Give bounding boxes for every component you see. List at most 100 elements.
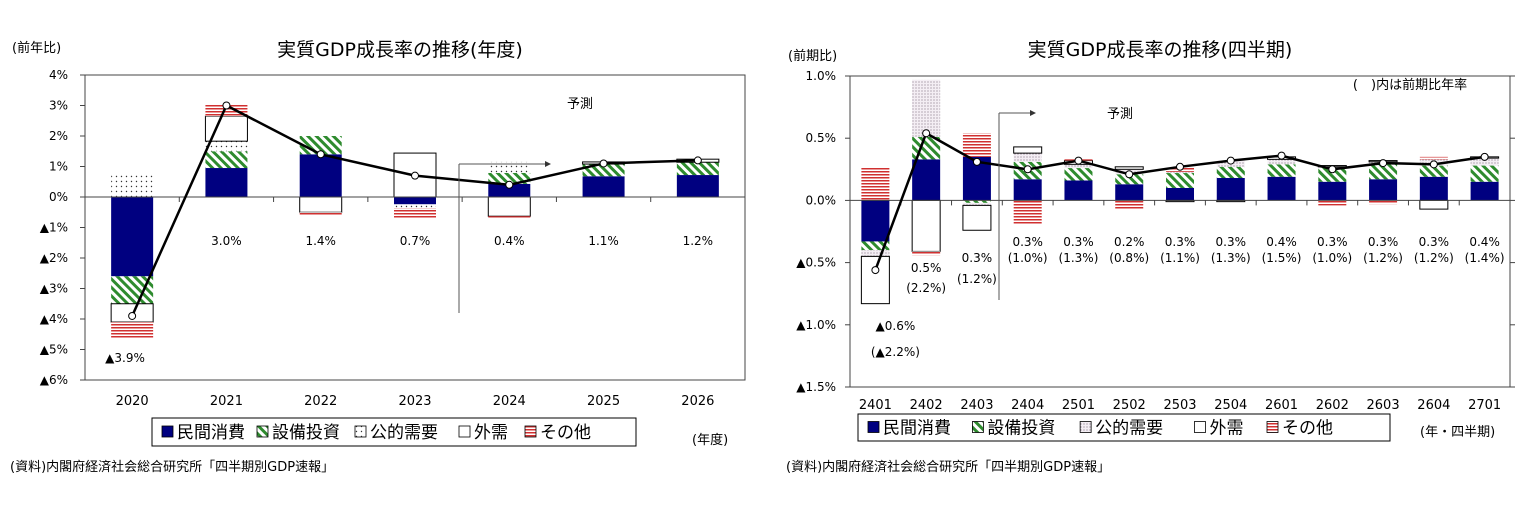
bar-external — [1419, 199, 1449, 210]
bar-equipment — [1216, 166, 1245, 179]
source-note: (資料)内閣府経済社会総合研究所「四半期別GDP速報」 — [786, 459, 1110, 475]
x-tick-label: 2701 — [1468, 398, 1501, 413]
gdp-point — [1226, 156, 1235, 165]
gdp-annualized-label: (1.1%) — [1160, 251, 1200, 265]
y-tick-label: 4% — [49, 68, 68, 82]
gdp-data-label: 0.3% — [1216, 235, 1247, 249]
bar-equipment — [1318, 168, 1347, 182]
bar-equipment — [1470, 165, 1499, 182]
gdp-point — [1480, 152, 1489, 161]
bar-public — [394, 204, 436, 209]
bar-public — [488, 161, 531, 173]
bar-external — [860, 255, 890, 305]
gdp-data-label: 1.1% — [588, 234, 619, 248]
bar-consumption — [299, 154, 342, 197]
chart-title: 実質GDP成長率の推移(年度) — [277, 39, 523, 61]
bar-consumption — [582, 176, 625, 197]
gdp-data-label: 0.3% — [962, 251, 993, 265]
bar-external — [1114, 166, 1144, 170]
y-tick-label: 1.0% — [806, 69, 837, 83]
bar-public — [1064, 164, 1093, 169]
gdp-data-label: ▲3.9% — [105, 351, 145, 365]
gdp-annualized-label: (1.0%) — [1312, 251, 1352, 265]
legend-swatch-equipment — [256, 425, 269, 438]
bar-other — [912, 251, 941, 256]
gdp-data-label: ▲0.6% — [876, 319, 916, 333]
bar-consumption — [1115, 184, 1144, 201]
y-tick-label: 3% — [49, 99, 68, 113]
bar-public — [1267, 159, 1296, 165]
bar-other — [299, 212, 342, 216]
bar-consumption — [1419, 176, 1448, 201]
gdp-data-label: 0.4% — [1266, 235, 1297, 249]
forecast-label: 予測 — [1107, 107, 1133, 122]
bar-public — [111, 172, 154, 197]
bar-consumption — [1267, 176, 1296, 201]
legend-label: 設備投資 — [272, 423, 340, 443]
y-tick-label: ▲2% — [40, 251, 68, 265]
y-tick-label: 0.5% — [806, 131, 837, 145]
bar-other — [1115, 200, 1144, 210]
bar-public — [1013, 153, 1042, 162]
plot-area — [84, 74, 746, 381]
gdp-annualized-label: (1.0%) — [1008, 251, 1048, 265]
gdp-annualized-label: (1.2%) — [957, 272, 997, 286]
x-tick-label: 2601 — [1265, 398, 1298, 413]
bar-other — [962, 133, 991, 157]
bar-external — [299, 196, 343, 213]
legend-swatch-public — [1079, 421, 1092, 433]
x-tick-label: 2503 — [1163, 398, 1196, 413]
gdp-annualized-label: (1.3%) — [1059, 251, 1099, 265]
bar-other — [1013, 200, 1042, 225]
gdp-annualized-label: (1.3%) — [1211, 251, 1251, 265]
bar-equipment — [582, 164, 625, 177]
x-tick-label: 2025 — [587, 394, 620, 409]
gdp-data-label: 0.3% — [1317, 235, 1348, 249]
bar-other — [861, 166, 890, 201]
x-tick-label: 2502 — [1113, 398, 1146, 413]
gdp-data-label: 1.2% — [683, 234, 714, 248]
bar-consumption — [1166, 187, 1194, 201]
gdp-point — [316, 150, 325, 159]
legend-swatch-external — [458, 425, 471, 438]
legend-swatch-other — [524, 425, 537, 438]
y-tick-label: ▲3% — [40, 282, 68, 296]
gdp-annualized-label: (2.2%) — [906, 281, 946, 295]
legend-label: 民間消費 — [883, 419, 951, 439]
legend — [151, 417, 637, 447]
x-tick-label: 2401 — [859, 398, 892, 413]
bar-other — [111, 322, 154, 339]
gdp-point — [222, 101, 231, 110]
legend-label: 外需 — [1209, 419, 1243, 439]
bar-equipment — [205, 151, 248, 169]
x-tick-label: 2026 — [681, 394, 714, 409]
legend-label: 外需 — [474, 423, 508, 443]
bar-consumption — [488, 183, 531, 197]
gdp-point — [1328, 165, 1337, 174]
bar-equipment — [861, 241, 890, 251]
y-tick-label: ▲1.0% — [796, 318, 836, 332]
y-tick-label: ▲5% — [40, 343, 68, 357]
y-axis-unit: (前年比) — [12, 40, 61, 56]
legend-label: 公的需要 — [370, 423, 438, 443]
x-tick-label: 2404 — [1011, 398, 1044, 413]
gdp-data-label: 0.7% — [400, 234, 431, 248]
gdp-point — [411, 171, 419, 180]
bar-other — [1369, 200, 1398, 205]
bar-public — [1166, 171, 1194, 174]
bar-external — [1013, 146, 1043, 154]
x-tick-label: 2402 — [910, 398, 943, 413]
x-tick-label: 2604 — [1417, 398, 1450, 413]
legend — [857, 413, 1391, 442]
bar-consumption — [1318, 181, 1347, 201]
arrow-right-icon — [1030, 110, 1036, 116]
y-tick-label: ▲1.5% — [796, 380, 836, 394]
bar-consumption — [1013, 179, 1042, 201]
bar-equipment — [1064, 168, 1093, 181]
gdp-point — [1379, 159, 1388, 168]
gdp-data-label: 0.3% — [1063, 235, 1094, 249]
annualized-note: ( )内は前期比年率 — [1353, 77, 1467, 93]
bar-consumption — [1369, 179, 1398, 201]
bar-public — [205, 141, 248, 152]
